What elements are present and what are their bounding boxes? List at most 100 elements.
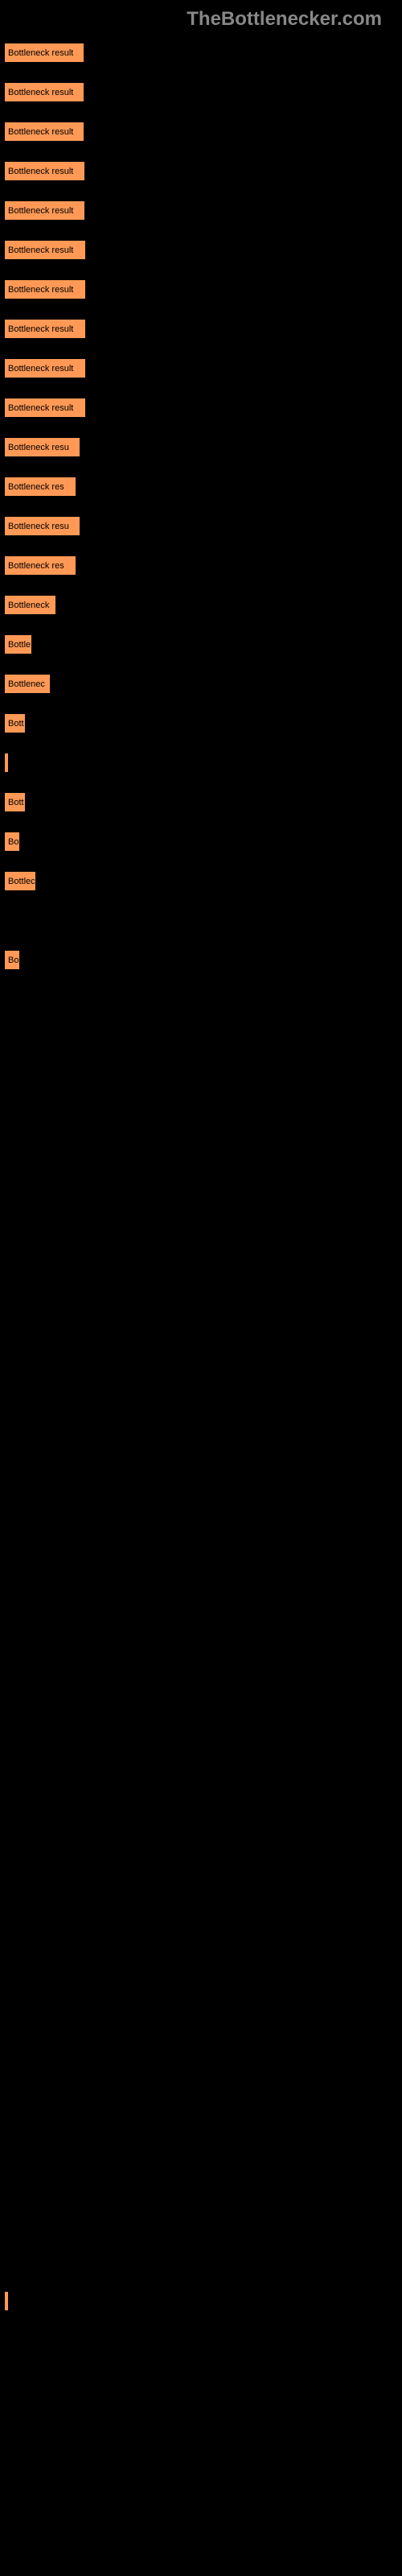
bar: Bottleneck res <box>4 555 76 576</box>
bar-row <box>4 1897 398 1917</box>
bar-row <box>4 1344 398 1364</box>
bar: Bottleneck result <box>4 398 86 418</box>
bar: Bottleneck res <box>4 477 76 497</box>
bar-row <box>4 1620 398 1641</box>
bar-label: Bottleneck res <box>8 482 64 492</box>
bar-row: Bottleneck result <box>4 82 398 102</box>
bar-label: Bottleneck resu <box>8 522 69 531</box>
bar: Bottleneck <box>4 595 56 615</box>
bar-row: Bottleneck result <box>4 161 398 181</box>
bar: Bottleneck resu <box>4 516 80 536</box>
page-header: TheBottlenecker.com <box>4 8 398 31</box>
bar-row: Bottlenec <box>4 674 398 694</box>
bar-row <box>4 1068 398 1088</box>
bar: Bottleneck result <box>4 161 85 181</box>
bar-label: Bottleneck result <box>8 88 73 97</box>
bar: Bottleneck result <box>4 43 84 63</box>
bar-label: Bottle <box>8 640 31 650</box>
bar-row <box>4 1699 398 1719</box>
bar <box>4 2291 9 2311</box>
bar-label: Bottlec <box>8 877 35 886</box>
bar: Bott <box>4 713 26 733</box>
bar-row <box>4 1187 398 1207</box>
bar-label: Bottlenec <box>8 679 45 689</box>
bar-row: Bottleneck resu <box>4 516 398 536</box>
bar: Bo <box>4 832 20 852</box>
bar-row: Bott <box>4 792 398 812</box>
bar-row <box>4 1778 398 1798</box>
bar-chart: Bottleneck result Bottleneck result Bottle… <box>4 43 398 2508</box>
bar-row: Bottleneck result <box>4 358 398 378</box>
bar-row <box>4 2330 398 2351</box>
bar-label: Bottleneck result <box>8 324 73 334</box>
bar-label: Bottleneck result <box>8 246 73 255</box>
bar-row: Bottleneck <box>4 595 398 615</box>
bar-row <box>4 1542 398 1562</box>
bar-row <box>4 2133 398 2153</box>
bar-row <box>4 989 398 1009</box>
bar-row: Bottleneck result <box>4 122 398 142</box>
bar: Bottleneck result <box>4 279 86 299</box>
bar: Bottlenec <box>4 674 51 694</box>
bar-row <box>4 1818 398 1838</box>
bar-row: Bottleneck result <box>4 398 398 418</box>
bar-row <box>4 2212 398 2232</box>
bar-row <box>4 1581 398 1601</box>
bar-label: Bott <box>8 798 24 807</box>
bar-row <box>4 753 398 773</box>
bar: Bottleneck result <box>4 200 85 221</box>
bar-row <box>4 1463 398 1483</box>
bar-row <box>4 2173 398 2193</box>
bar-row <box>4 2054 398 2074</box>
bar: Bottleneck result <box>4 82 84 102</box>
bar-row <box>4 1384 398 1404</box>
bar-row <box>4 2094 398 2114</box>
bar-label: Bottleneck result <box>8 167 73 176</box>
bar: Bottlec <box>4 871 36 891</box>
bar-row: Bott <box>4 713 398 733</box>
bar-row: Bottleneck result <box>4 240 398 260</box>
bar-row <box>4 1502 398 1522</box>
bar-label: Bottleneck res <box>8 561 64 571</box>
bar-row: Bottle <box>4 634 398 654</box>
bar-row <box>4 2252 398 2272</box>
bar-label: Bottleneck result <box>8 364 73 374</box>
bar-row: Bottleneck result <box>4 43 398 63</box>
bar-row <box>4 1108 398 1128</box>
bar-row: Bottleneck result <box>4 200 398 221</box>
bar-row: Bottleneck resu <box>4 437 398 457</box>
bar-row <box>4 1305 398 1325</box>
bar-row: Bottleneck res <box>4 477 398 497</box>
bar: Bottleneck result <box>4 319 86 339</box>
bar <box>4 753 9 773</box>
bar-row: Bottleneck result <box>4 319 398 339</box>
bar-row <box>4 2015 398 2035</box>
bar-row <box>4 1265 398 1286</box>
bar-row <box>4 1857 398 1877</box>
bar-label: Bottleneck result <box>8 48 73 58</box>
bar-label: Bo <box>8 956 18 965</box>
bar-label: Bottleneck result <box>8 403 73 413</box>
bar: Bottleneck result <box>4 240 86 260</box>
bar-row <box>4 2291 398 2311</box>
bar-row <box>4 2370 398 2390</box>
bar-row <box>4 1029 398 1049</box>
bar-row <box>4 1226 398 1246</box>
bar-label: Bottleneck result <box>8 127 73 137</box>
bar-row <box>4 1975 398 1996</box>
bar-row <box>4 1739 398 1759</box>
bar-label: Bott <box>8 719 24 729</box>
bar-row: Bottlec <box>4 871 398 891</box>
bar-row <box>4 1660 398 1680</box>
bar-row: Bo <box>4 950 398 970</box>
bar-row <box>4 2488 398 2508</box>
bar-label: Bottleneck resu <box>8 443 69 452</box>
bar: Bott <box>4 792 26 812</box>
bar: Bottleneck result <box>4 358 86 378</box>
bar-row <box>4 1936 398 1956</box>
bar: Bottleneck resu <box>4 437 80 457</box>
bar-row <box>4 2449 398 2469</box>
bar-row: Bottleneck result <box>4 279 398 299</box>
bar: Bo <box>4 950 20 970</box>
bar-row <box>4 1147 398 1167</box>
